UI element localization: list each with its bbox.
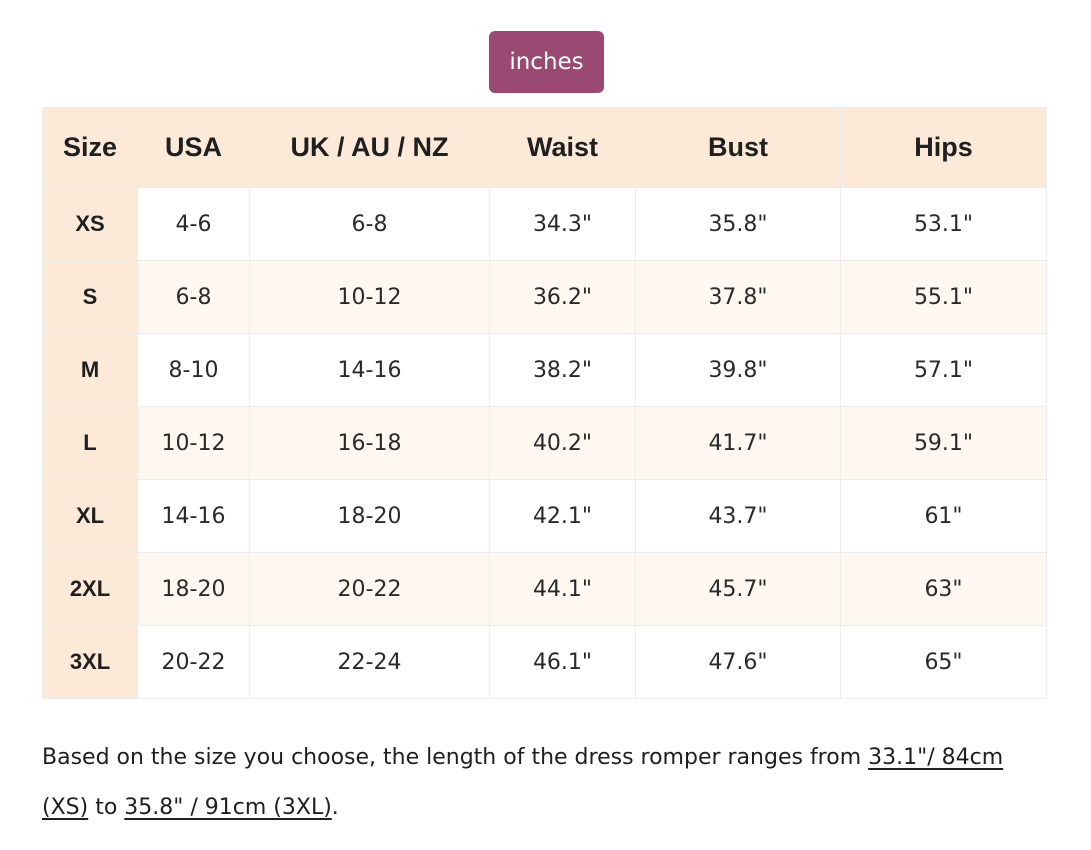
table-row: XL 14-16 18-20 42.1" 43.7" 61": [42, 479, 1047, 553]
table-row: M 8-10 14-16 38.2" 39.8" 57.1": [42, 333, 1047, 407]
uk-au-nz-cell: 18-20: [249, 479, 490, 553]
header-usa: USA: [137, 107, 250, 188]
hips-cell: 61": [840, 479, 1047, 553]
max-length-text: 35.8" / 91cm (3XL): [124, 795, 332, 820]
waist-cell: 44.1": [489, 552, 636, 626]
bust-cell: 37.8": [635, 260, 841, 334]
uk-au-nz-cell: 14-16: [249, 333, 490, 407]
hips-cell: 53.1": [840, 187, 1047, 261]
size-chart-body: XS 4-6 6-8 34.3" 35.8" 53.1" S 6-8 10-12…: [42, 187, 1047, 699]
usa-cell: 10-12: [137, 406, 250, 480]
uk-au-nz-cell: 20-22: [249, 552, 490, 626]
usa-cell: 14-16: [137, 479, 250, 553]
bust-cell: 47.6": [635, 625, 841, 699]
note-prefix: Based on the size you choose, the length…: [42, 745, 869, 770]
usa-cell: 6-8: [137, 260, 250, 334]
header-bust: Bust: [635, 107, 841, 188]
waist-cell: 38.2": [489, 333, 636, 407]
waist-cell: 36.2": [489, 260, 636, 334]
size-cell: M: [42, 333, 138, 407]
uk-au-nz-cell: 16-18: [249, 406, 490, 480]
size-cell: L: [42, 406, 138, 480]
uk-au-nz-cell: 22-24: [249, 625, 490, 699]
hips-cell: 55.1": [840, 260, 1047, 334]
bust-cell: 39.8": [635, 333, 841, 407]
bust-cell: 35.8": [635, 187, 841, 261]
usa-cell: 4-6: [137, 187, 250, 261]
uk-au-nz-cell: 10-12: [249, 260, 490, 334]
note-suffix: .: [331, 795, 339, 820]
table-row: 3XL 20-22 22-24 46.1" 47.6" 65": [42, 625, 1047, 699]
size-cell: XS: [42, 187, 138, 261]
bust-cell: 43.7": [635, 479, 841, 553]
header-row: Size USA UK / AU / NZ Waist Bust Hips: [42, 107, 1047, 188]
size-chart-header: Size USA UK / AU / NZ Waist Bust Hips: [42, 107, 1047, 188]
usa-cell: 20-22: [137, 625, 250, 699]
length-note: Based on the size you choose, the length…: [42, 733, 1052, 833]
unit-toggle-inches-button[interactable]: inches: [489, 31, 604, 93]
uk-au-nz-cell: 6-8: [249, 187, 490, 261]
note-middle: to: [88, 795, 125, 820]
header-uk-au-nz: UK / AU / NZ: [249, 107, 490, 188]
usa-cell: 18-20: [137, 552, 250, 626]
hips-cell: 65": [840, 625, 1047, 699]
usa-cell: 8-10: [137, 333, 250, 407]
size-cell: XL: [42, 479, 138, 553]
header-size: Size: [42, 107, 138, 188]
waist-cell: 42.1": [489, 479, 636, 553]
waist-cell: 34.3": [489, 187, 636, 261]
table-row: 2XL 18-20 20-22 44.1" 45.7" 63": [42, 552, 1047, 626]
hips-cell: 63": [840, 552, 1047, 626]
table-row: S 6-8 10-12 36.2" 37.8" 55.1": [42, 260, 1047, 334]
hips-cell: 57.1": [840, 333, 1047, 407]
waist-cell: 46.1": [489, 625, 636, 699]
waist-cell: 40.2": [489, 406, 636, 480]
header-hips: Hips: [840, 107, 1047, 188]
hips-cell: 59.1": [840, 406, 1047, 480]
size-chart-table: Size USA UK / AU / NZ Waist Bust Hips XS…: [42, 107, 1047, 699]
bust-cell: 41.7": [635, 406, 841, 480]
min-length-text: 33.1"/ 84cm (XS): [42, 745, 1004, 820]
header-waist: Waist: [489, 107, 636, 188]
table-row: XS 4-6 6-8 34.3" 35.8" 53.1": [42, 187, 1047, 261]
size-cell: S: [42, 260, 138, 334]
bust-cell: 45.7": [635, 552, 841, 626]
table-row: L 10-12 16-18 40.2" 41.7" 59.1": [42, 406, 1047, 480]
size-cell: 3XL: [42, 625, 138, 699]
size-cell: 2XL: [42, 552, 138, 626]
